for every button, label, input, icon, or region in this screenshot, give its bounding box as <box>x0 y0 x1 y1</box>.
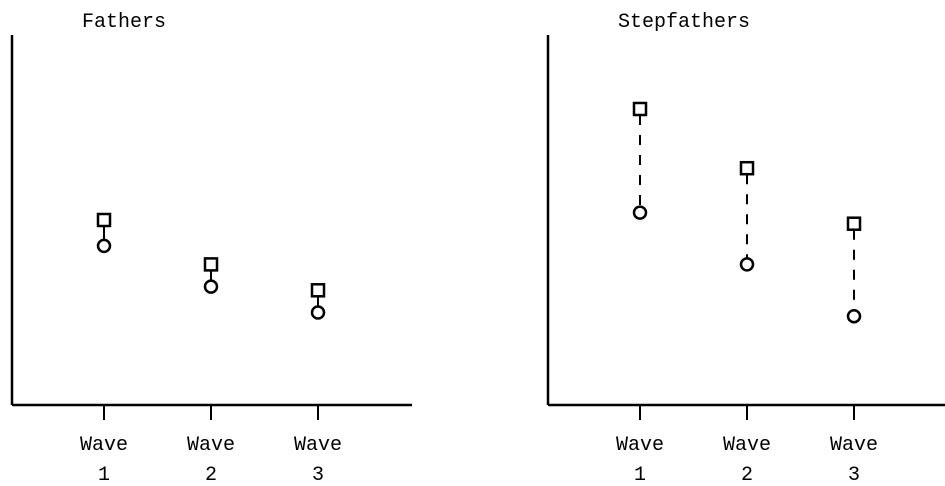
x-tick-label: 3 <box>848 464 860 486</box>
x-tick-label: Wave <box>723 434 771 457</box>
circle-marker <box>310 305 326 320</box>
x-tick-label: 3 <box>312 464 324 486</box>
x-tick-label: 1 <box>634 464 646 486</box>
square-marker <box>310 283 326 298</box>
x-tick-label: Wave <box>830 434 878 457</box>
circle-marker <box>203 279 219 294</box>
x-tick-label: Wave <box>187 434 235 457</box>
circle-marker <box>632 205 648 220</box>
x-tick-label: Wave <box>616 434 664 457</box>
circle-marker <box>846 308 862 324</box>
square-marker <box>739 160 755 176</box>
x-tick-label: 1 <box>98 464 110 486</box>
square-marker <box>632 101 648 117</box>
square-marker <box>846 216 862 231</box>
circle-marker <box>739 257 755 272</box>
x-tick-label: Wave <box>294 434 342 457</box>
panel-title: Stepfathers <box>618 11 750 34</box>
square-marker <box>96 212 112 228</box>
square-marker <box>203 257 219 272</box>
panel-title: Fathers <box>82 11 166 34</box>
x-tick-label: 2 <box>741 464 753 486</box>
x-tick-label: Wave <box>80 434 128 457</box>
x-tick-label: 2 <box>205 464 217 486</box>
circle-marker <box>96 238 112 254</box>
